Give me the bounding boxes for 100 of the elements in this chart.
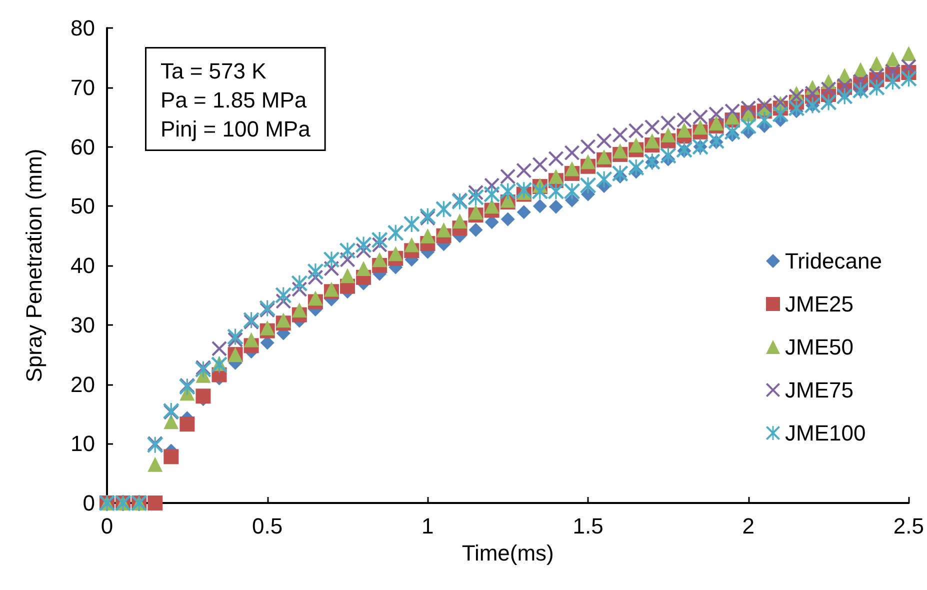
point: [676, 122, 692, 138]
point: [708, 116, 724, 130]
x-tick-label: 2.5: [893, 514, 924, 538]
point: [596, 171, 612, 188]
point: [356, 236, 372, 253]
legend-label: JME100: [784, 420, 866, 446]
x-tick-label: 0.5: [252, 514, 283, 538]
point: [323, 252, 340, 268]
point: [740, 100, 756, 116]
y-tick-label: 0: [82, 490, 95, 516]
point: [724, 104, 740, 119]
point: [724, 124, 740, 140]
point: [644, 120, 660, 135]
point: [885, 51, 900, 66]
point: [564, 161, 580, 176]
x-tick-label: 2: [742, 514, 754, 538]
point: [436, 222, 452, 238]
point: [420, 228, 436, 244]
y-tick-label: 40: [70, 253, 95, 278]
point: [868, 79, 885, 96]
x-tick-label: 1: [422, 514, 434, 538]
point: [468, 222, 483, 237]
point: [532, 157, 548, 172]
legend-label: JME50: [784, 334, 854, 360]
y-tick-label: 50: [70, 194, 95, 219]
point: [580, 154, 596, 170]
point: [660, 148, 676, 164]
point: [260, 320, 275, 336]
point: [275, 287, 292, 304]
point: [628, 160, 644, 176]
point: [148, 456, 163, 472]
y-tick-label: 60: [70, 134, 95, 160]
point: [500, 183, 516, 200]
annotation: Ta = 573 K: [160, 58, 267, 84]
point: [756, 112, 772, 128]
point: [340, 242, 356, 259]
point: [628, 137, 644, 152]
point: [500, 168, 516, 184]
point: [692, 110, 708, 125]
x-axis-title: Time(ms): [462, 540, 554, 566]
point: [291, 275, 308, 292]
point: [548, 168, 564, 184]
point: [516, 163, 532, 178]
point: [612, 165, 628, 182]
point: [227, 328, 244, 345]
point: [660, 116, 676, 130]
y-tick-label: 20: [70, 372, 95, 397]
point: [532, 199, 547, 214]
point: [388, 246, 404, 262]
point: [516, 205, 531, 220]
point: [596, 149, 612, 164]
point: [884, 73, 901, 90]
point: [468, 189, 484, 206]
point: [468, 204, 484, 220]
point: [404, 237, 420, 252]
point: [596, 133, 612, 148]
point: [564, 145, 580, 160]
legend-label: Tridecane: [784, 248, 882, 274]
x-tick-label: 0: [100, 514, 114, 538]
point: [756, 98, 772, 113]
point: [276, 312, 291, 328]
point: [356, 260, 372, 276]
point: [212, 341, 227, 356]
point: [660, 127, 676, 142]
point: [307, 263, 324, 280]
legend-label: JME75: [784, 378, 854, 402]
point: [292, 302, 307, 318]
point: [148, 496, 163, 510]
legend-label: JME25: [784, 292, 854, 316]
point: [484, 186, 500, 202]
point: [548, 151, 564, 166]
point: [676, 112, 692, 128]
point: [244, 332, 259, 348]
point: [772, 106, 788, 122]
y-tick-label: 70: [70, 74, 95, 100]
point: [340, 268, 356, 284]
point: [548, 183, 564, 200]
point: [740, 118, 756, 134]
point: [372, 232, 388, 248]
point: [900, 70, 917, 86]
point: [788, 100, 804, 116]
point: [452, 213, 468, 228]
x-tick-label: 1.5: [572, 514, 604, 538]
annotation: Pinj = 100 MPa: [160, 116, 312, 142]
y-tick-label: 80: [70, 16, 95, 40]
y-tick-label: 10: [70, 431, 95, 456]
point: [612, 143, 628, 158]
point: [644, 133, 660, 148]
point: [580, 139, 596, 154]
point: [164, 449, 179, 464]
point: [580, 177, 596, 194]
annotation: Pa = 1.85 MPa: [160, 88, 308, 112]
y-tick-label: 30: [70, 312, 95, 338]
point: [164, 414, 179, 430]
point: [548, 200, 563, 214]
point: [196, 388, 211, 404]
point: [692, 120, 708, 135]
point: [708, 106, 724, 122]
point: [628, 123, 644, 138]
point: [564, 183, 580, 200]
